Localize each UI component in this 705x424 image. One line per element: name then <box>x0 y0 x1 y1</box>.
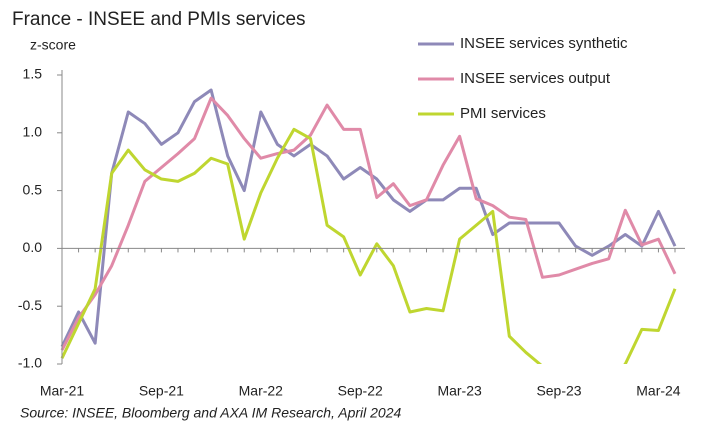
y-tick-label: -1.0 <box>18 355 42 371</box>
x-tick-label: Mar-24 <box>636 383 681 399</box>
y-tick-label: 0.5 <box>23 181 43 197</box>
x-tick-label: Sep-23 <box>536 383 581 399</box>
series-line <box>60 96 677 351</box>
y-axis-label: z-score <box>30 37 76 53</box>
x-tick-label: Sep-21 <box>139 383 184 399</box>
plot-area <box>60 88 677 364</box>
chart-title: France - INSEE and PMIs services <box>12 9 306 30</box>
y-tick-label: 0.0 <box>23 239 43 255</box>
series-line <box>60 88 677 348</box>
source-note: Source: INSEE, Bloomberg and AXA IM Rese… <box>20 405 402 421</box>
y-tick-label: -0.5 <box>18 297 42 313</box>
legend-label: INSEE services synthetic <box>460 35 628 52</box>
x-tick-label: Mar-21 <box>40 383 85 399</box>
x-tick-label: Mar-23 <box>437 383 482 399</box>
legend-label: PMI services <box>460 105 546 122</box>
series-line <box>60 127 677 364</box>
y-tick-label: 1.5 <box>23 66 43 82</box>
x-tick-label: Mar-22 <box>239 383 284 399</box>
y-tick-label: 1.0 <box>23 124 43 140</box>
x-tick-label: Sep-22 <box>338 383 383 399</box>
legend-label: INSEE services output <box>460 70 611 87</box>
